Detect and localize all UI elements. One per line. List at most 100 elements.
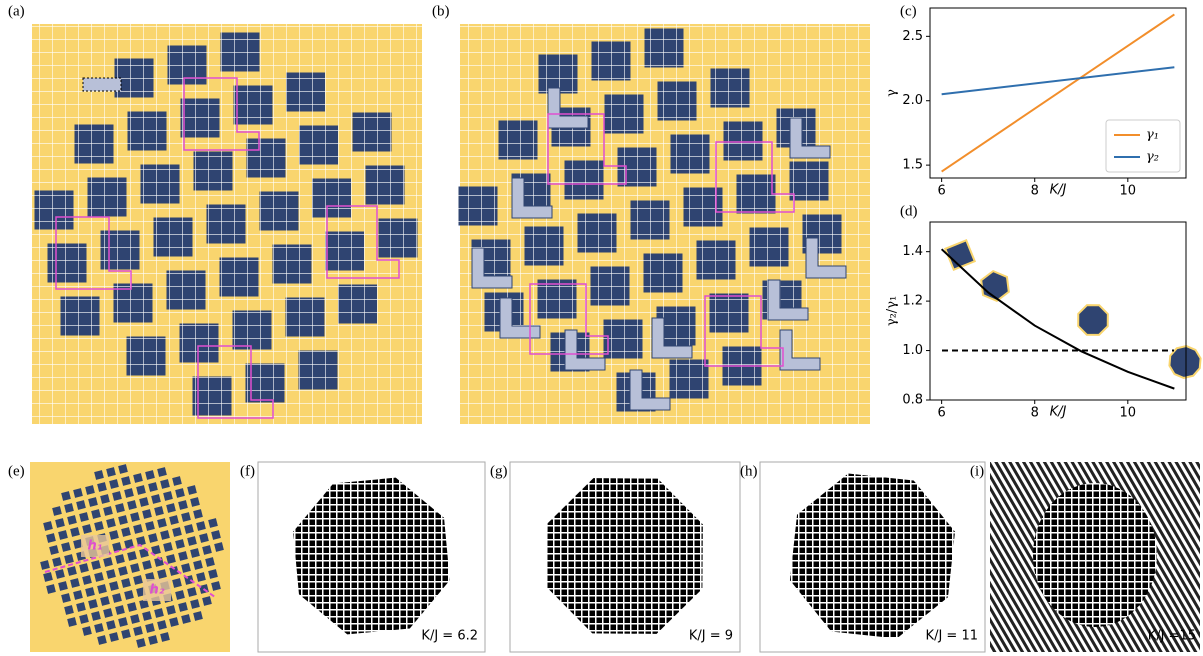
vacancy-block	[128, 112, 167, 151]
figure: 1.5 2.0 2.5 6 8 10 K/J γ γ₁ γ₂ 0.8 1.0 1.2 1.4 6 8 10 K/J…	[0, 0, 1203, 656]
charts: 1.5 2.0 2.5 6 8 10 K/J γ γ₁ γ₂ 0.8 1.0 1.2 1.4 6 8 10 K/J…	[885, 8, 1187, 421]
panel-label: (b)	[432, 3, 450, 19]
vacancy-block	[658, 82, 697, 121]
panel-label: (d)	[900, 203, 918, 219]
x-tick-label: 6	[937, 184, 945, 199]
vacancy-block	[710, 294, 749, 333]
vacancy-block	[645, 29, 684, 68]
series-line	[942, 67, 1175, 94]
vacancy-block	[525, 227, 564, 266]
y-axis-label: γ₂/γ₁	[885, 296, 900, 326]
vacancy-block	[592, 42, 631, 81]
domain-label: h₁	[88, 539, 103, 554]
x-tick-label: 6	[937, 406, 945, 421]
vacancy-block	[61, 297, 100, 336]
series-line	[942, 249, 1175, 388]
x-tick-label: 10	[1120, 406, 1137, 421]
legend-box	[1106, 120, 1180, 172]
vacancy-block	[605, 95, 644, 134]
vacancy-block	[591, 267, 630, 306]
x-tick-label: 8	[1031, 184, 1039, 199]
y-tick-label: 1.5	[902, 158, 923, 173]
vacancy-block	[141, 165, 180, 204]
vacancy-block	[326, 232, 365, 271]
vacancy-block	[220, 258, 259, 297]
y-tick-label: 1.0	[902, 343, 923, 358]
panel-label: (e)	[8, 463, 25, 479]
vacancy-block	[538, 280, 577, 319]
vacancy-block	[221, 33, 260, 72]
illustrations	[30, 24, 1201, 652]
panel-label: (c)	[900, 3, 917, 19]
x-tick-label: 8	[1031, 406, 1039, 421]
panel-label: (i)	[970, 463, 984, 479]
cluster	[1033, 483, 1157, 627]
vacancy-block	[167, 271, 206, 310]
vacancy-block	[339, 285, 378, 324]
vacancy-block	[48, 244, 87, 283]
y-tick-label: 2.5	[902, 29, 923, 44]
vacancy-block	[181, 99, 220, 138]
panel-label: (a)	[8, 3, 25, 19]
vacancy-block	[154, 218, 193, 257]
vacancy-block	[207, 205, 246, 244]
vacancy-block	[618, 148, 657, 187]
vacancy-block	[737, 175, 776, 214]
y-axis-label: γ	[885, 89, 900, 97]
vacancy-block	[75, 125, 114, 164]
vacancy-block	[194, 152, 233, 191]
x-axis-label: K/J	[1050, 405, 1067, 420]
vacancy-block	[750, 228, 789, 267]
panel-label: (h)	[740, 463, 758, 479]
vacancy-block	[247, 139, 286, 178]
vacancy-block	[379, 219, 418, 258]
vacancy-block	[459, 187, 498, 226]
vacancy-block	[565, 161, 604, 200]
annotation: K/J = 6.2	[421, 629, 478, 644]
panel-label: (f)	[240, 463, 255, 479]
legend-label: γ₁	[1146, 128, 1159, 143]
y-tick-label: 0.8	[902, 393, 923, 408]
cluster	[547, 478, 703, 634]
vacancy-block	[88, 178, 127, 217]
vacancy-block	[366, 166, 405, 205]
vacancy-block	[180, 324, 219, 363]
y-tick-label: 1.4	[902, 244, 923, 259]
vacancy-block	[127, 337, 166, 376]
vacancy-block	[724, 122, 763, 161]
vacancy-block	[711, 69, 750, 108]
vacancy-block	[234, 86, 273, 125]
vacancy-block	[233, 311, 272, 350]
panel-label: (g)	[490, 463, 508, 479]
vacancy-block	[313, 179, 352, 218]
vacancy-block	[578, 214, 617, 253]
y-tick-label: 2.0	[902, 93, 923, 108]
shape-icon	[1078, 305, 1108, 335]
annotation: K/J =15	[1148, 629, 1196, 644]
vacancy-block	[260, 192, 299, 231]
vacancy-block	[644, 254, 683, 293]
vacancy-block	[670, 360, 709, 399]
vacancy-block	[35, 191, 74, 230]
domain-label: h₂	[150, 583, 165, 598]
dotted-box	[83, 78, 121, 91]
vacancy-block	[499, 121, 538, 160]
vacancy-block	[300, 126, 339, 165]
vacancy-block	[697, 241, 736, 280]
legend-label: γ₂	[1146, 150, 1159, 165]
vacancy-block	[273, 245, 312, 284]
vacancy-block	[604, 320, 643, 359]
vacancy-block	[287, 73, 326, 112]
vacancy-block	[299, 351, 338, 390]
annotation: K/J = 9	[689, 629, 733, 644]
x-tick-label: 10	[1120, 184, 1137, 199]
y-tick-label: 1.2	[902, 294, 923, 309]
x-axis-label: K/J	[1050, 183, 1067, 198]
vacancy-block	[286, 298, 325, 337]
annotation: K/J = 11	[926, 629, 978, 644]
shape-icon	[1169, 346, 1200, 378]
vacancy-block	[790, 162, 829, 201]
vacancy-block	[631, 201, 670, 240]
vacancy-block	[101, 231, 140, 270]
vacancy-block	[353, 113, 392, 152]
